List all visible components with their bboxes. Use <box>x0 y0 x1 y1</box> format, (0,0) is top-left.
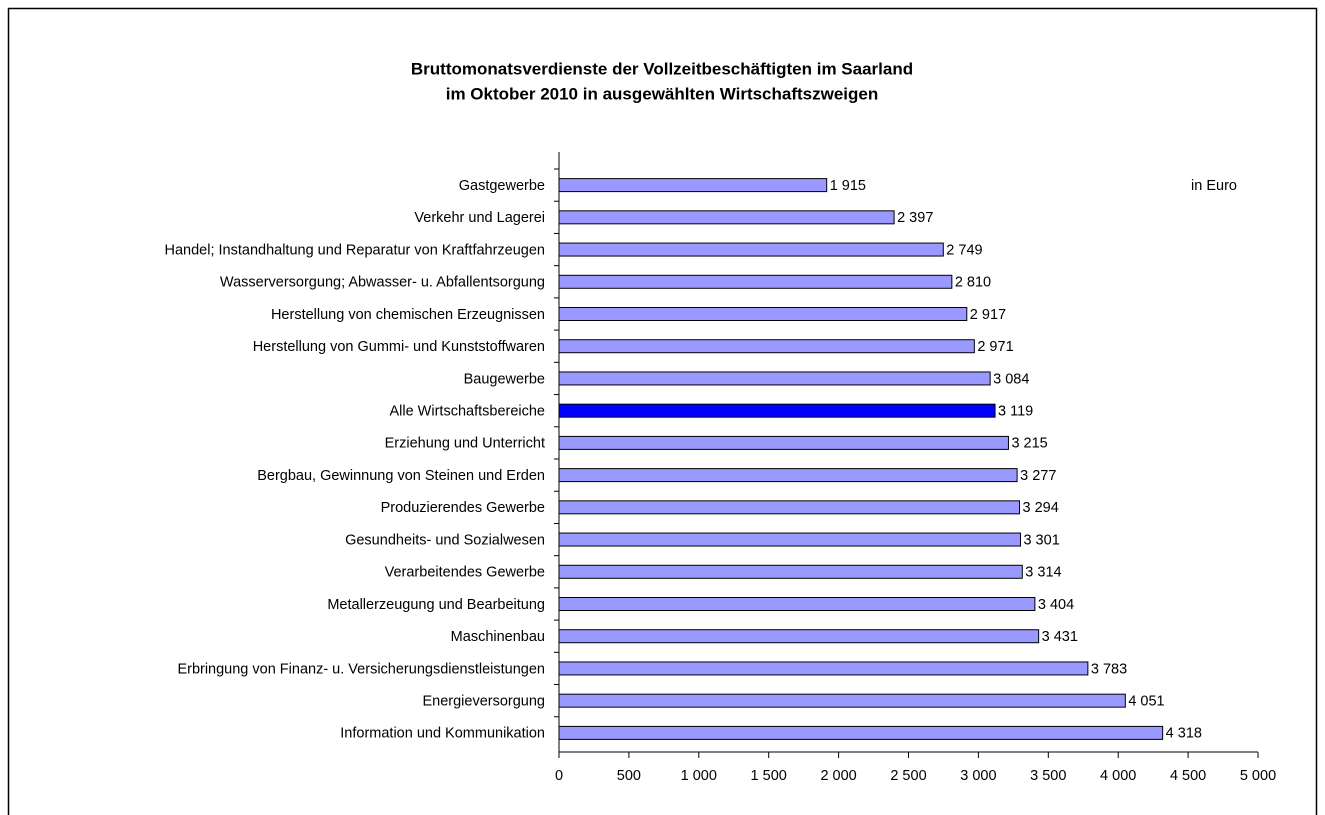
data-label: 1 915 <box>830 178 866 194</box>
bar <box>558 371 991 386</box>
x-tick-label: 2 500 <box>890 768 926 784</box>
y-tick-label: Wasserversorgung; Abwasser- u. Abfallent… <box>220 275 545 291</box>
bar <box>558 242 944 257</box>
x-tick-label: 3 500 <box>1030 768 1066 784</box>
data-label: 2 749 <box>946 242 982 258</box>
x-tick-label: 1 500 <box>751 768 787 784</box>
y-tick-label: Erziehung und Unterricht <box>385 436 545 452</box>
data-label: 3 119 <box>998 403 1033 419</box>
bar <box>558 725 1164 740</box>
data-label: 3 301 <box>1023 532 1059 548</box>
y-tick-label: Information und Kommunikation <box>340 726 545 742</box>
data-label: 3 294 <box>1023 500 1059 516</box>
data-label: 2 810 <box>955 275 991 291</box>
x-tick-label: 5 000 <box>1240 768 1276 784</box>
bar <box>558 629 1040 644</box>
data-label: 3 215 <box>1011 436 1047 452</box>
bar <box>558 403 996 418</box>
data-label: 3 314 <box>1025 565 1061 581</box>
y-tick-label: Maschinenbau <box>451 629 545 645</box>
annotation: in Euro <box>1191 178 1237 194</box>
y-tick-label: Energieversorgung <box>422 693 545 709</box>
y-tick-label: Herstellung von Gummi- und Kunststoffwar… <box>253 339 545 355</box>
x-tick-label: 0 <box>555 768 563 784</box>
x-tick-label: 4 000 <box>1100 768 1136 784</box>
data-label: 4 051 <box>1128 693 1164 709</box>
bar <box>558 307 968 321</box>
chart-title: im Oktober 2010 in ausgewählten Wirtscha… <box>446 84 879 103</box>
bar <box>558 274 953 289</box>
x-tick-label: 1 000 <box>681 768 717 784</box>
bar <box>558 468 1018 483</box>
bar <box>558 210 895 225</box>
bar <box>558 661 1089 676</box>
y-tick-label: Produzierendes Gewerbe <box>381 500 545 516</box>
y-tick-label: Metallerzeugung und Bearbeitung <box>327 597 545 613</box>
y-tick-label: Baugewerbe <box>464 371 545 387</box>
bar <box>558 339 975 354</box>
y-tick-label: Bergbau, Gewinnung von Steinen und Erden <box>257 468 545 484</box>
y-tick-label: Herstellung von chemischen Erzeugnissen <box>271 307 545 323</box>
x-tick-label: 3 000 <box>960 768 996 784</box>
y-tick-label: Verarbeitendes Gewerbe <box>385 565 545 581</box>
bar <box>558 564 1023 579</box>
data-label: 3 783 <box>1091 661 1127 677</box>
y-tick-label: Verkehr und Lagerei <box>414 210 545 226</box>
y-tick-label: Gastgewerbe <box>459 178 545 194</box>
bar <box>558 693 1126 708</box>
bar <box>558 178 828 193</box>
data-label: 3 404 <box>1038 597 1074 613</box>
x-tick-label: 4 500 <box>1170 768 1206 784</box>
y-tick-label: Alle Wirtschaftsbereiche <box>389 403 545 419</box>
chart-title: Bruttomonatsverdienste der Vollzeitbesch… <box>411 59 913 78</box>
data-label: 3 431 <box>1042 629 1078 645</box>
bar <box>558 597 1036 611</box>
bar <box>558 532 1021 547</box>
x-tick-label: 500 <box>617 768 641 784</box>
data-label: 2 917 <box>970 307 1006 323</box>
bar <box>558 500 1021 515</box>
data-label: 3 084 <box>993 371 1029 387</box>
data-label: 2 971 <box>977 339 1013 355</box>
data-label: 2 397 <box>897 210 933 226</box>
data-label: 4 318 <box>1166 726 1202 742</box>
y-tick-label: Handel; Instandhaltung und Reparatur von… <box>165 242 545 258</box>
y-tick-label: Erbringung von Finanz- u. Versicherungsd… <box>177 661 545 677</box>
y-tick-label: Gesundheits- und Sozialwesen <box>345 532 545 548</box>
x-tick-label: 2 000 <box>820 768 856 784</box>
bar <box>558 435 1009 450</box>
data-label: 3 277 <box>1020 468 1056 484</box>
